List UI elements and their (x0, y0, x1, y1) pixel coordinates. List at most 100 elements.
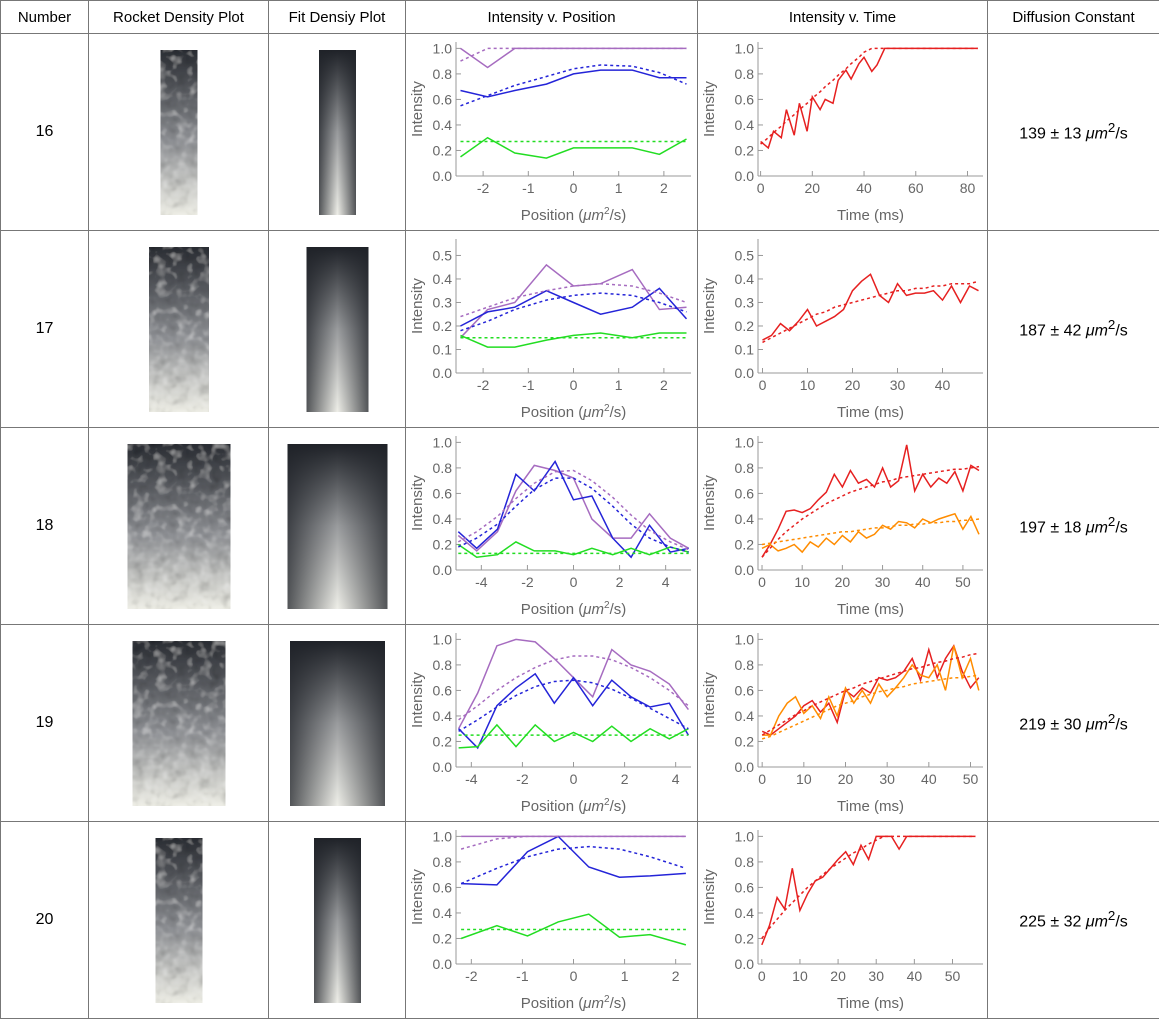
fit-line (461, 65, 687, 106)
y-axis-label: Intensity (701, 278, 718, 334)
density-shade (319, 50, 356, 215)
fit-cell (269, 625, 406, 822)
table-row: 180.00.20.40.60.81.0-4-2024IntensityPosi… (1, 428, 1159, 625)
time-cell: 0.00.20.40.60.81.001020304050IntensityTi… (698, 428, 988, 625)
label-text: Position ( (521, 995, 584, 1012)
fit-cell (269, 231, 406, 428)
fit-cell (269, 428, 406, 625)
y-tick-label: 0.2 (433, 733, 453, 749)
x-tick-label: 2 (616, 574, 624, 590)
y-tick-label: 0.6 (433, 485, 453, 501)
fit-cell (269, 34, 406, 231)
fit-density-image (269, 625, 406, 821)
data-line (762, 836, 976, 945)
label-suffix: /s) (610, 207, 627, 224)
position-cell: 0.00.20.40.60.81.0-4-2024IntensityPositi… (406, 428, 698, 625)
label-suffix: /s) (610, 995, 627, 1012)
results-table: Number Rocket Density Plot Fit Densiy Pl… (0, 0, 1159, 1019)
y-tick-label: 1.0 (433, 40, 453, 56)
x-axis-label: Time (ms) (837, 404, 904, 421)
x-tick-label: 10 (792, 968, 808, 984)
y-tick-label: 0.0 (735, 365, 755, 381)
x-tick-label: 0 (570, 968, 578, 984)
x-tick-label: 30 (890, 377, 906, 393)
diffusion-suffix: /s (1115, 520, 1127, 537)
fit-line (762, 653, 979, 735)
fit-density-image (269, 428, 406, 624)
fit-line (461, 836, 686, 849)
x-tick-label: 1 (615, 180, 623, 196)
fit-cell (269, 822, 406, 1019)
position-chart: 0.00.20.40.60.81.0-2-1012IntensityPositi… (406, 822, 698, 1018)
position-cell: 0.00.20.40.60.81.0-2-1012IntensityPositi… (406, 822, 698, 1019)
rocket-density-image (89, 625, 269, 821)
table-row: 160.00.20.40.60.81.0-2-1012IntensityPosi… (1, 34, 1159, 231)
data-line (461, 836, 686, 885)
rocket-cell (89, 428, 269, 625)
y-tick-label: 0.1 (433, 341, 453, 357)
y-tick-label: 0.2 (735, 536, 755, 552)
x-tick-label: -1 (516, 968, 529, 984)
label-text: Position ( (521, 207, 584, 224)
header: Fit Densiy Plot (269, 1, 406, 34)
x-axis-label: Time (ms) (837, 601, 904, 618)
x-tick-label: 2 (660, 377, 668, 393)
x-tick-label: 40 (915, 574, 931, 590)
y-tick-label: 0.0 (735, 956, 755, 972)
x-tick-label: 20 (830, 968, 846, 984)
y-tick-label: 0.6 (433, 91, 453, 107)
y-tick-label: 0.4 (735, 708, 755, 724)
y-tick-label: 0.4 (433, 117, 453, 133)
y-tick-label: 0.0 (433, 956, 453, 972)
x-tick-label: 4 (672, 771, 680, 787)
fit-line (763, 281, 979, 342)
y-tick-label: 0.6 (735, 879, 755, 895)
y-tick-label: 0.2 (433, 318, 453, 334)
y-tick-label: 0.4 (735, 511, 755, 527)
diffusion-suffix: /s (1115, 126, 1127, 143)
y-tick-label: 0.4 (433, 905, 453, 921)
density-shade (290, 641, 385, 806)
label-unit: μm (582, 601, 604, 618)
label-unit: μm (582, 995, 604, 1012)
x-tick-label: -1 (522, 377, 535, 393)
fit-density-image (269, 34, 406, 230)
page: {"table":{"headers":["Number","Rocket De… (0, 0, 1159, 1026)
y-tick-label: 0.2 (735, 318, 755, 334)
fit-line (458, 478, 688, 552)
header: Intensity v. Time (698, 1, 988, 34)
y-tick-label: 0.0 (735, 759, 755, 775)
label-suffix: /s) (610, 404, 627, 421)
time-cell: 0.00.20.40.60.81.001020304050IntensityTi… (698, 625, 988, 822)
rocket-density-image (89, 34, 269, 230)
x-tick-label: 10 (800, 377, 816, 393)
diffusion-unit: μm (1086, 717, 1108, 734)
x-tick-label: 20 (845, 377, 861, 393)
label-suffix: /s) (610, 601, 627, 618)
x-tick-label: 40 (856, 180, 872, 196)
x-tick-label: 50 (945, 968, 961, 984)
table-row: 170.00.10.20.30.40.5-2-1012IntensityPosi… (1, 231, 1159, 428)
x-tick-label: -1 (522, 180, 535, 196)
density-shade (314, 838, 361, 1003)
diffusion-unit: μm (1086, 126, 1108, 143)
y-axis-label: Intensity (701, 81, 718, 137)
fit-line (459, 656, 689, 720)
y-tick-label: 0.1 (735, 341, 755, 357)
number-cell: 18 (1, 428, 89, 625)
number-cell: 19 (1, 625, 89, 822)
diffusion-value: 225 ± 32 (1019, 914, 1081, 931)
y-tick-label: 1.0 (735, 828, 755, 844)
diffusion-cell: 197 ± 18 μm2/s (988, 428, 1159, 625)
rocket-density-image (89, 428, 269, 624)
y-tick-label: 1.0 (735, 434, 755, 450)
x-tick-label: -2 (516, 771, 529, 787)
x-tick-label: 30 (879, 771, 895, 787)
y-axis-label: Intensity (409, 475, 426, 531)
y-tick-label: 0.0 (735, 562, 755, 578)
x-tick-label: 20 (838, 771, 854, 787)
y-tick-label: 0.4 (433, 708, 453, 724)
y-tick-label: 0.4 (433, 511, 453, 527)
